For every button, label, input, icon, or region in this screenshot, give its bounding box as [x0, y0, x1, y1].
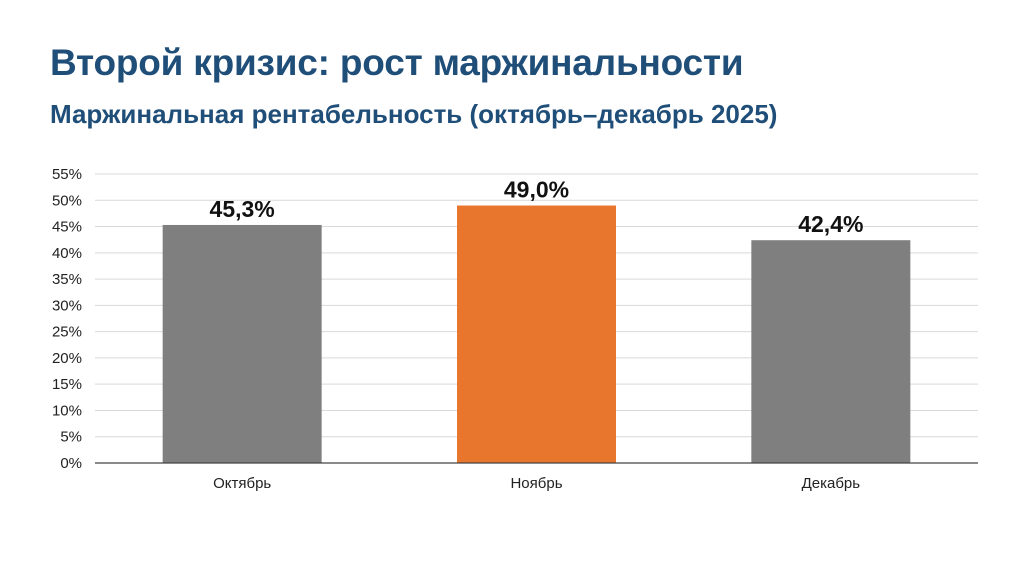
x-category-label: Ноябрь: [510, 475, 562, 492]
y-tick-label: 55%: [52, 166, 82, 183]
y-tick-label: 15%: [52, 376, 82, 393]
y-tick-labels: 0% 5% 10% 15% 20% 25% 30% 35% 40% 45% 50% 55%: [52, 166, 82, 472]
x-category-label: Декабрь: [802, 475, 861, 492]
chart-title: Второй кризис: рост маржинальности: [50, 42, 744, 83]
bar-1: [162, 224, 322, 463]
y-tick-label: 30%: [52, 297, 82, 314]
y-tick-label: 50%: [52, 192, 82, 209]
y-tick-label: 0%: [60, 455, 82, 472]
y-tick-label: 40%: [52, 245, 82, 262]
y-tick-label: 35%: [52, 271, 82, 288]
y-tick-label: 25%: [52, 324, 82, 341]
data-labels: 45,3% 49,0% 42,4%: [210, 177, 864, 238]
y-tick-label: 10%: [52, 402, 82, 419]
x-category-label: Октябрь: [213, 475, 271, 492]
y-tick-label: 5%: [60, 429, 82, 446]
data-label: 45,3%: [210, 196, 275, 222]
bars: [162, 205, 911, 463]
x-category-labels: Октябрь Ноябрь Декабрь: [213, 475, 860, 492]
chart-subtitle: Маржинальная рентабельность (октябрь–дек…: [50, 99, 778, 129]
data-label: 49,0%: [504, 177, 569, 203]
y-tick-label: 45%: [52, 219, 82, 236]
y-tick-label: 20%: [52, 350, 82, 367]
bar-3: [751, 240, 911, 463]
bar-2: [457, 205, 616, 463]
data-label: 42,4%: [798, 211, 863, 237]
